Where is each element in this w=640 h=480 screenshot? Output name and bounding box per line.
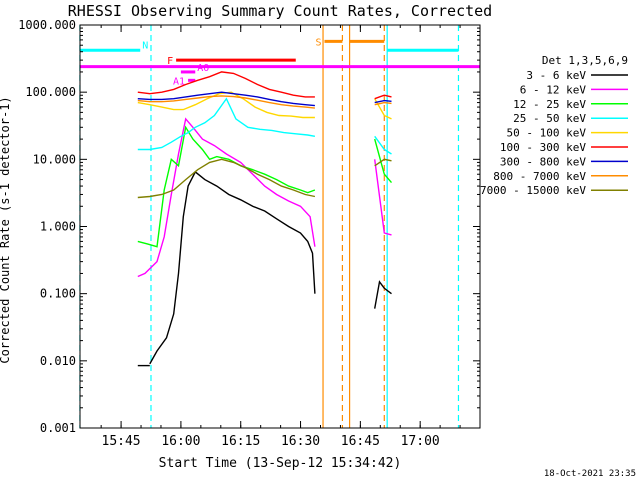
x-tick-label-0: 15:45 <box>102 434 141 449</box>
legend-label-0: 3 - 6 keV <box>526 69 586 82</box>
legend-title: Det 1,3,5,6,9 <box>542 54 628 67</box>
x-tick-label-1: 16:00 <box>161 434 200 449</box>
legend-label-4: 50 - 100 keV <box>507 127 587 140</box>
annotation-label-a1: A1 <box>173 76 185 87</box>
series-line-0-segment-2 <box>374 280 392 309</box>
series-line-6-segment-1 <box>374 99 392 104</box>
series-line-7-segment-1 <box>374 101 392 106</box>
series-line-8-segment-0 <box>137 158 316 199</box>
y-tick-label-6: 0.001 <box>40 421 76 435</box>
annotation-label-n: N <box>142 40 148 51</box>
x-tick-label-3: 16:30 <box>281 434 320 449</box>
series-line-0-segment-1 <box>149 170 316 365</box>
series-line-3-segment-0 <box>137 97 316 151</box>
series-line-1-segment-0 <box>137 117 316 278</box>
legend-label-2: 12 - 25 keV <box>513 98 586 111</box>
x-tick-label-2: 16:15 <box>221 434 260 449</box>
y-tick-label-5: 0.010 <box>40 354 76 368</box>
series-line-5-segment-0 <box>137 71 315 98</box>
x-axis-label: Start Time (13-Sep-12 15:34:42) <box>159 456 402 471</box>
series-line-2-segment-0 <box>137 125 316 248</box>
annotation-label-a0: A0 <box>197 63 209 74</box>
annotation-label-f: F <box>167 56 173 67</box>
chart-title: RHESSI Observing Summary Count Rates, Co… <box>68 2 492 20</box>
legend-label-8: 7000 - 15000 keV <box>480 184 586 197</box>
y-tick-label-3: 1.000 <box>40 220 76 234</box>
x-tick-label-4: 16:45 <box>341 434 380 449</box>
y-axis-label: Corrected Count Rate (s-1 detector-1) <box>0 96 12 363</box>
series-line-6-segment-0 <box>137 91 315 107</box>
legend-label-3: 25 - 50 keV <box>513 112 586 125</box>
legend-label-7: 800 - 7000 keV <box>493 170 586 183</box>
series-line-1-segment-1 <box>374 159 392 236</box>
series-line-8-segment-1 <box>374 158 392 167</box>
series-line-3-segment-1 <box>374 135 392 155</box>
timestamp: 18-Oct-2021 23:35 <box>544 469 636 479</box>
y-tick-label-2: 10.000 <box>33 152 76 166</box>
legend-label-5: 100 - 300 keV <box>500 141 586 154</box>
y-tick-label-4: 0.100 <box>40 287 76 301</box>
series-line-2-segment-1 <box>374 138 393 184</box>
x-tick-label-5: 17:00 <box>401 434 440 449</box>
series-line-5-segment-1 <box>374 94 392 100</box>
legend-label-6: 300 - 800 keV <box>500 155 586 168</box>
plot-frame <box>79 24 481 429</box>
series-line-7-segment-0 <box>137 95 315 109</box>
legend-label-1: 6 - 12 keV <box>520 83 587 96</box>
y-tick-label-1: 100.000 <box>25 85 76 99</box>
annotation-label-s: S <box>315 37 321 48</box>
y-tick-label-0: 1000.000 <box>18 18 76 32</box>
